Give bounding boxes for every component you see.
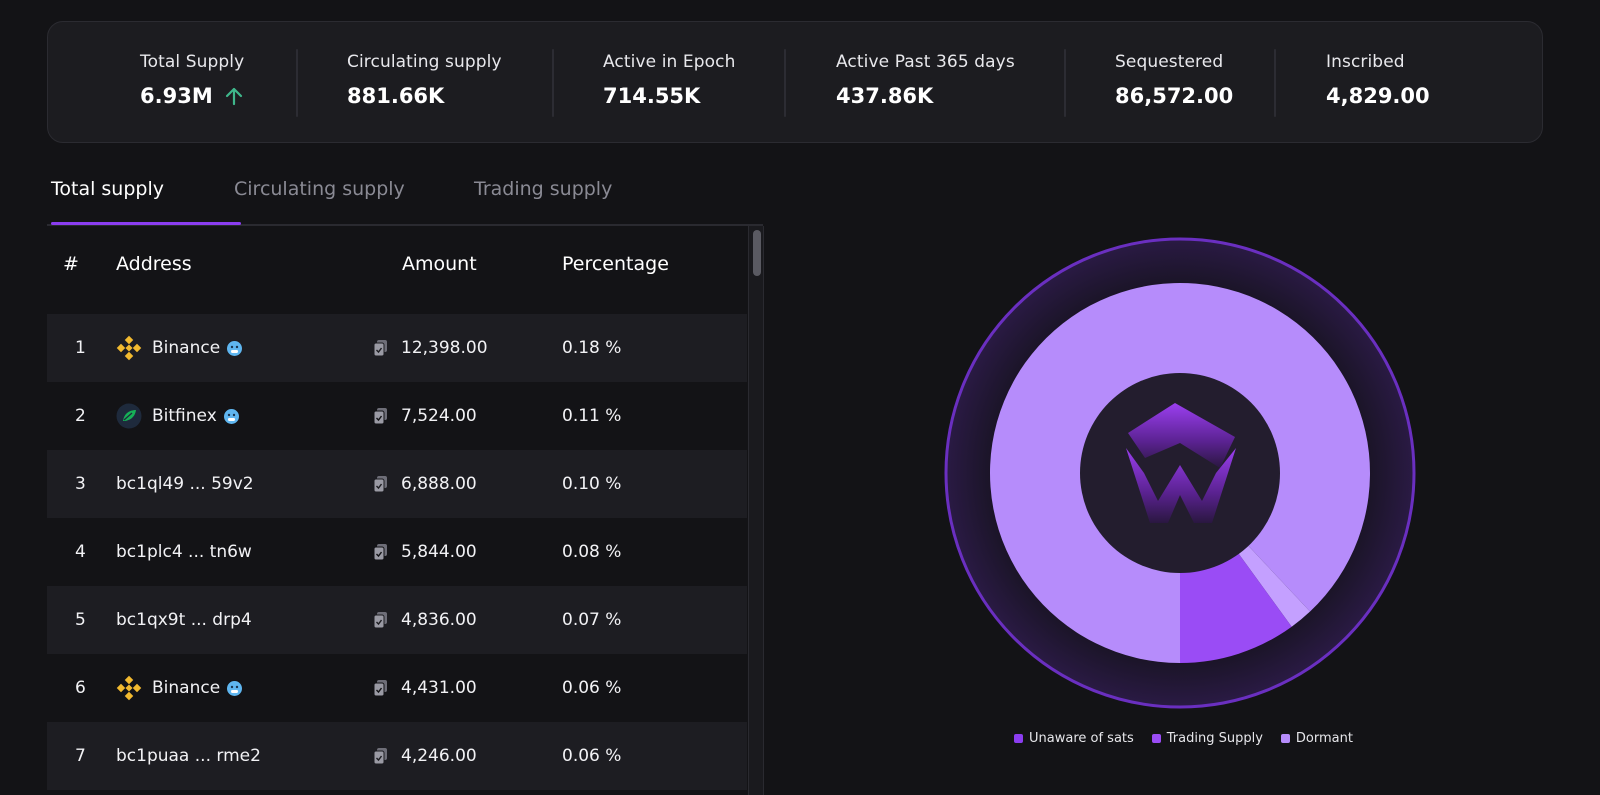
- binance-logo-icon: [116, 675, 142, 701]
- stat-divider: [552, 49, 554, 117]
- tab-total-supply[interactable]: Total supply: [51, 178, 164, 200]
- header-rank: #: [63, 253, 79, 275]
- stat-label: Circulating supply: [347, 52, 502, 72]
- row-percentage: 0.10 %: [562, 474, 622, 494]
- stat-inscribed: Inscribed 4,829.00: [1326, 52, 1430, 108]
- row-percentage: 0.08 %: [562, 542, 622, 562]
- row-amount: 7,524.00: [401, 406, 477, 426]
- table-scrollbar[interactable]: [748, 226, 764, 795]
- chart-legend: Unaware of sats Trading Supply Dormant: [1014, 728, 1371, 748]
- row-rank: 3: [75, 474, 86, 494]
- active-tab-indicator: [51, 222, 241, 225]
- row-amount: 4,431.00: [401, 678, 477, 698]
- header-percentage[interactable]: Percentage: [562, 253, 669, 275]
- header-address: Address: [116, 253, 192, 275]
- holders-table: # Address Amount Percentage 1 Binance 12…: [47, 226, 747, 795]
- stat-circulating-supply: Circulating supply 881.66K: [347, 52, 502, 108]
- legend-label: Dormant: [1295, 730, 1353, 746]
- tab-trading-supply[interactable]: Trading supply: [474, 178, 613, 200]
- table-header: # Address Amount Percentage: [47, 226, 747, 314]
- stat-value: 714.55K: [603, 84, 701, 108]
- row-amount: 4,246.00: [401, 746, 477, 766]
- copy-icon[interactable]: [373, 475, 389, 493]
- legend-item-trading[interactable]: Trading Supply: [1151, 730, 1263, 746]
- copy-icon[interactable]: [373, 339, 389, 357]
- stat-value: 86,572.00: [1115, 84, 1234, 108]
- cold-face-emoji-icon: [226, 340, 243, 357]
- stat-value: 437.86K: [836, 84, 934, 108]
- stat-label: Sequestered: [1115, 52, 1224, 72]
- supply-stats-bar: Total Supply 6.93M Circulating supply 88…: [47, 21, 1543, 143]
- row-amount: 4,836.00: [401, 610, 477, 630]
- stat-divider: [296, 49, 298, 117]
- row-percentage: 0.06 %: [562, 746, 622, 766]
- arrow-up-icon: [225, 86, 243, 106]
- row-rank: 1: [75, 338, 86, 358]
- copy-icon[interactable]: [373, 611, 389, 629]
- copy-icon[interactable]: [373, 679, 389, 697]
- row-percentage: 0.06 %: [562, 678, 622, 698]
- row-percentage: 0.11 %: [562, 406, 622, 426]
- stat-active-past-365: Active Past 365 days 437.86K: [836, 52, 1015, 108]
- table-row[interactable]: 1 Binance 12,398.00 0.18 %: [47, 314, 747, 382]
- stat-label: Active Past 365 days: [836, 52, 1015, 72]
- copy-icon[interactable]: [373, 543, 389, 561]
- stat-label: Total Supply: [140, 52, 245, 72]
- row-rank: 6: [75, 678, 86, 698]
- row-rank: 2: [75, 406, 86, 426]
- row-percentage: 0.07 %: [562, 610, 622, 630]
- stat-value: 4,829.00: [1326, 84, 1430, 108]
- tabs-underline-track: [47, 224, 763, 226]
- scrollbar-thumb[interactable]: [753, 230, 761, 276]
- stat-sequestered: Sequestered 86,572.00: [1115, 52, 1233, 108]
- copy-icon[interactable]: [373, 747, 389, 765]
- row-amount: 5,844.00: [401, 542, 477, 562]
- row-rank: 5: [75, 610, 86, 630]
- legend-swatch: [1151, 733, 1161, 743]
- address-link[interactable]: Binance: [152, 338, 221, 358]
- row-amount: 6,888.00: [401, 474, 477, 494]
- legend-item-unaware[interactable]: Unaware of sats: [1014, 731, 1134, 746]
- table-row[interactable]: 3 bc1ql49 ... 59v2 6,888.00 0.10 %: [47, 450, 747, 518]
- legend-swatch: [1280, 733, 1290, 743]
- row-rank: 4: [75, 542, 86, 562]
- stat-active-in-epoch: Active in Epoch 714.55K: [603, 52, 735, 108]
- legend-label: Trading Supply: [1166, 730, 1263, 746]
- cold-face-emoji-icon: [223, 408, 240, 425]
- address-link[interactable]: bc1puaa ... rme2: [116, 746, 261, 766]
- legend-label: Unaware of sats: [1029, 730, 1134, 746]
- stat-total-supply: Total Supply 6.93M: [140, 52, 244, 108]
- header-amount[interactable]: Amount: [402, 253, 477, 275]
- binance-logo-icon: [116, 335, 142, 361]
- tab-circulating-supply[interactable]: Circulating supply: [234, 178, 405, 200]
- table-row[interactable]: 4 bc1plc4 ... tn6w 5,844.00 0.08 %: [47, 518, 747, 586]
- address-link[interactable]: Bitfinex: [152, 406, 217, 426]
- table-row[interactable]: 6 Binance 4,431.00 0.06 %: [47, 654, 747, 722]
- cold-face-emoji-icon: [226, 680, 243, 697]
- table-row[interactable]: 7 bc1puaa ... rme2 4,246.00 0.06 %: [47, 722, 747, 790]
- stat-divider: [1064, 49, 1066, 117]
- row-rank: 7: [75, 746, 86, 766]
- stat-divider: [784, 49, 786, 117]
- brand-logo-icon: [1126, 403, 1236, 523]
- address-link[interactable]: Binance: [152, 678, 221, 698]
- row-percentage: 0.18 %: [562, 338, 622, 358]
- stat-value: 881.66K: [347, 84, 445, 108]
- stat-label: Inscribed: [1326, 52, 1405, 72]
- stat-divider: [1274, 49, 1276, 117]
- supply-tabs: Total supply Circulating supply Trading …: [47, 170, 763, 226]
- legend-item-dormant[interactable]: Dormant: [1280, 730, 1353, 746]
- address-link[interactable]: bc1ql49 ... 59v2: [116, 474, 254, 494]
- stat-value: 6.93M: [140, 84, 213, 108]
- legend-swatch: [1014, 733, 1023, 743]
- address-link[interactable]: bc1qx9t ... drp4: [116, 610, 252, 630]
- table-row[interactable]: 5 bc1qx9t ... drp4 4,836.00 0.07 %: [47, 586, 747, 654]
- row-amount: 12,398.00: [401, 338, 488, 358]
- supply-donut-chart: [944, 237, 1416, 709]
- address-link[interactable]: bc1plc4 ... tn6w: [116, 542, 252, 562]
- stat-label: Active in Epoch: [603, 52, 736, 72]
- bitfinex-logo-icon: [116, 403, 142, 429]
- table-row[interactable]: 2 Bitfinex 7,524.00 0.11 %: [47, 382, 747, 450]
- copy-icon[interactable]: [373, 407, 389, 425]
